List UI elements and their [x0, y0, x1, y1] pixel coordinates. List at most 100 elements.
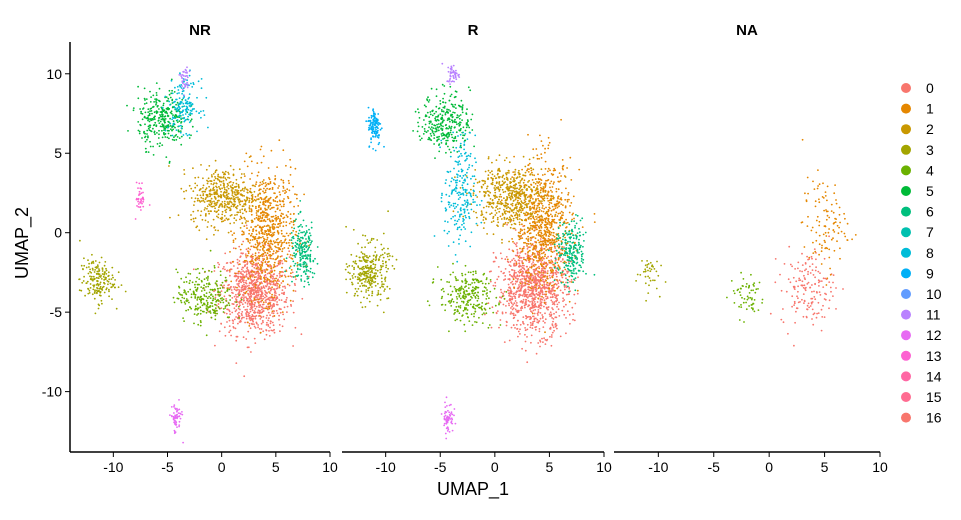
point-cluster-1	[512, 205, 514, 207]
point-cluster-1	[537, 205, 539, 207]
point-cluster-5	[175, 114, 177, 116]
point-cluster-1	[282, 186, 284, 188]
point-cluster-2	[251, 195, 253, 197]
point-cluster-0	[557, 282, 559, 284]
point-cluster-2	[214, 176, 216, 178]
point-cluster-12	[171, 406, 173, 408]
point-cluster-1	[240, 249, 242, 251]
point-cluster-1	[245, 260, 247, 262]
point-cluster-4	[186, 281, 188, 283]
point-cluster-1	[569, 205, 571, 207]
point-cluster-1	[549, 267, 551, 269]
point-cluster-2	[258, 198, 260, 200]
point-cluster-0	[243, 306, 245, 308]
point-cluster-1	[535, 148, 537, 150]
point-cluster-1	[544, 248, 546, 250]
point-cluster-4	[229, 299, 231, 301]
point-cluster-6	[309, 232, 311, 234]
point-cluster-1	[261, 265, 263, 267]
point-cluster-5	[169, 118, 171, 120]
point-cluster-4	[223, 298, 225, 300]
point-cluster-1	[520, 228, 522, 230]
point-cluster-2	[196, 185, 198, 187]
point-cluster-5	[161, 114, 163, 116]
point-cluster-0	[573, 294, 575, 296]
point-cluster-1	[268, 188, 270, 190]
point-cluster-2	[236, 179, 238, 181]
point-cluster-0	[539, 292, 541, 294]
point-cluster-4	[197, 284, 199, 286]
point-cluster-0	[513, 324, 515, 326]
point-cluster-1	[279, 260, 281, 262]
point-cluster-5	[168, 108, 170, 110]
point-cluster-1	[540, 190, 542, 192]
point-cluster-0	[282, 314, 284, 316]
point-cluster-4	[187, 291, 189, 293]
point-cluster-0	[532, 316, 534, 318]
point-cluster-1	[263, 301, 265, 303]
point-cluster-0	[287, 306, 289, 308]
point-cluster-5	[158, 100, 160, 102]
point-cluster-5	[154, 122, 156, 124]
point-cluster-8	[168, 101, 170, 103]
point-cluster-5	[167, 115, 169, 117]
point-cluster-11	[182, 89, 184, 91]
point-cluster-5	[154, 118, 156, 120]
point-cluster-1	[281, 230, 283, 232]
point-cluster-0	[518, 284, 520, 286]
point-cluster-1	[507, 259, 509, 261]
point-cluster-4	[210, 312, 212, 314]
point-cluster-0	[506, 325, 508, 327]
point-cluster-0	[226, 321, 228, 323]
point-cluster-4	[214, 298, 216, 300]
point-cluster-8	[182, 97, 184, 99]
point-cluster-2	[194, 187, 196, 189]
point-cluster-4	[206, 309, 208, 311]
point-cluster-0	[523, 257, 525, 259]
point-cluster-1	[274, 266, 276, 268]
point-cluster-1	[293, 206, 295, 208]
point-cluster-0	[239, 309, 241, 311]
point-cluster-1	[250, 235, 252, 237]
point-cluster-6	[312, 272, 314, 274]
point-cluster-1	[255, 255, 257, 257]
point-cluster-0	[253, 293, 255, 295]
point-cluster-5	[165, 125, 167, 127]
point-cluster-0	[250, 351, 252, 353]
point-cluster-0	[544, 294, 546, 296]
point-cluster-3	[98, 270, 100, 272]
point-cluster-1	[532, 179, 534, 181]
point-cluster-1	[259, 233, 261, 235]
point-cluster-0	[500, 252, 502, 254]
point-cluster-1	[275, 220, 277, 222]
point-cluster-0	[525, 290, 527, 292]
point-cluster-1	[554, 284, 556, 286]
point-cluster-1	[239, 263, 241, 265]
point-cluster-6	[299, 269, 301, 271]
point-cluster-0	[258, 273, 260, 275]
point-cluster-0	[521, 284, 523, 286]
point-cluster-1	[550, 250, 552, 252]
point-cluster-1	[531, 236, 533, 238]
point-cluster-3	[106, 270, 108, 272]
point-cluster-4	[223, 311, 225, 313]
point-cluster-2	[200, 210, 202, 212]
point-cluster-5	[151, 110, 153, 112]
point-cluster-5	[158, 117, 160, 119]
point-cluster-6	[308, 270, 310, 272]
point-cluster-1	[249, 288, 251, 290]
point-cluster-5	[171, 110, 173, 112]
point-cluster-3	[102, 268, 104, 270]
point-cluster-2	[228, 207, 230, 209]
point-cluster-1	[251, 271, 253, 273]
point-cluster-13	[138, 206, 140, 208]
point-cluster-0	[514, 272, 516, 274]
point-cluster-2	[229, 200, 231, 202]
point-cluster-1	[290, 272, 292, 274]
point-cluster-1	[549, 187, 551, 189]
point-cluster-2	[235, 186, 237, 188]
point-cluster-1	[260, 149, 262, 151]
point-cluster-8	[173, 106, 175, 108]
point-cluster-1	[256, 212, 258, 214]
point-cluster-1	[278, 223, 280, 225]
